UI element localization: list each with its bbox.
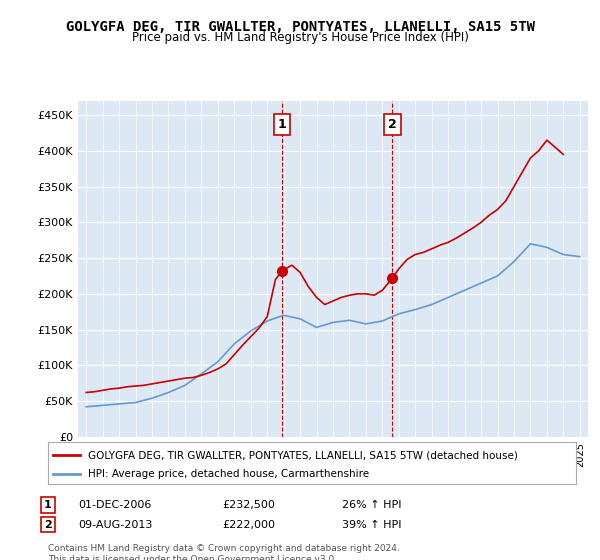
Text: £232,500: £232,500 <box>222 500 275 510</box>
Text: 2: 2 <box>388 118 397 131</box>
Text: Price paid vs. HM Land Registry's House Price Index (HPI): Price paid vs. HM Land Registry's House … <box>131 31 469 44</box>
Text: £222,000: £222,000 <box>222 520 275 530</box>
Text: 09-AUG-2013: 09-AUG-2013 <box>78 520 152 530</box>
Text: GOLYGFA DEG, TIR GWALLTER, PONTYATES, LLANELLI, SA15 5TW: GOLYGFA DEG, TIR GWALLTER, PONTYATES, LL… <box>65 20 535 34</box>
Text: 1: 1 <box>278 118 287 131</box>
Text: 26% ↑ HPI: 26% ↑ HPI <box>342 500 401 510</box>
Text: 2: 2 <box>44 520 52 530</box>
Text: 39% ↑ HPI: 39% ↑ HPI <box>342 520 401 530</box>
Text: 1: 1 <box>44 500 52 510</box>
Text: Contains HM Land Registry data © Crown copyright and database right 2024.
This d: Contains HM Land Registry data © Crown c… <box>48 544 400 560</box>
Text: 01-DEC-2006: 01-DEC-2006 <box>78 500 151 510</box>
Text: HPI: Average price, detached house, Carmarthenshire: HPI: Average price, detached house, Carm… <box>88 469 369 479</box>
Text: GOLYGFA DEG, TIR GWALLTER, PONTYATES, LLANELLI, SA15 5TW (detached house): GOLYGFA DEG, TIR GWALLTER, PONTYATES, LL… <box>88 450 517 460</box>
